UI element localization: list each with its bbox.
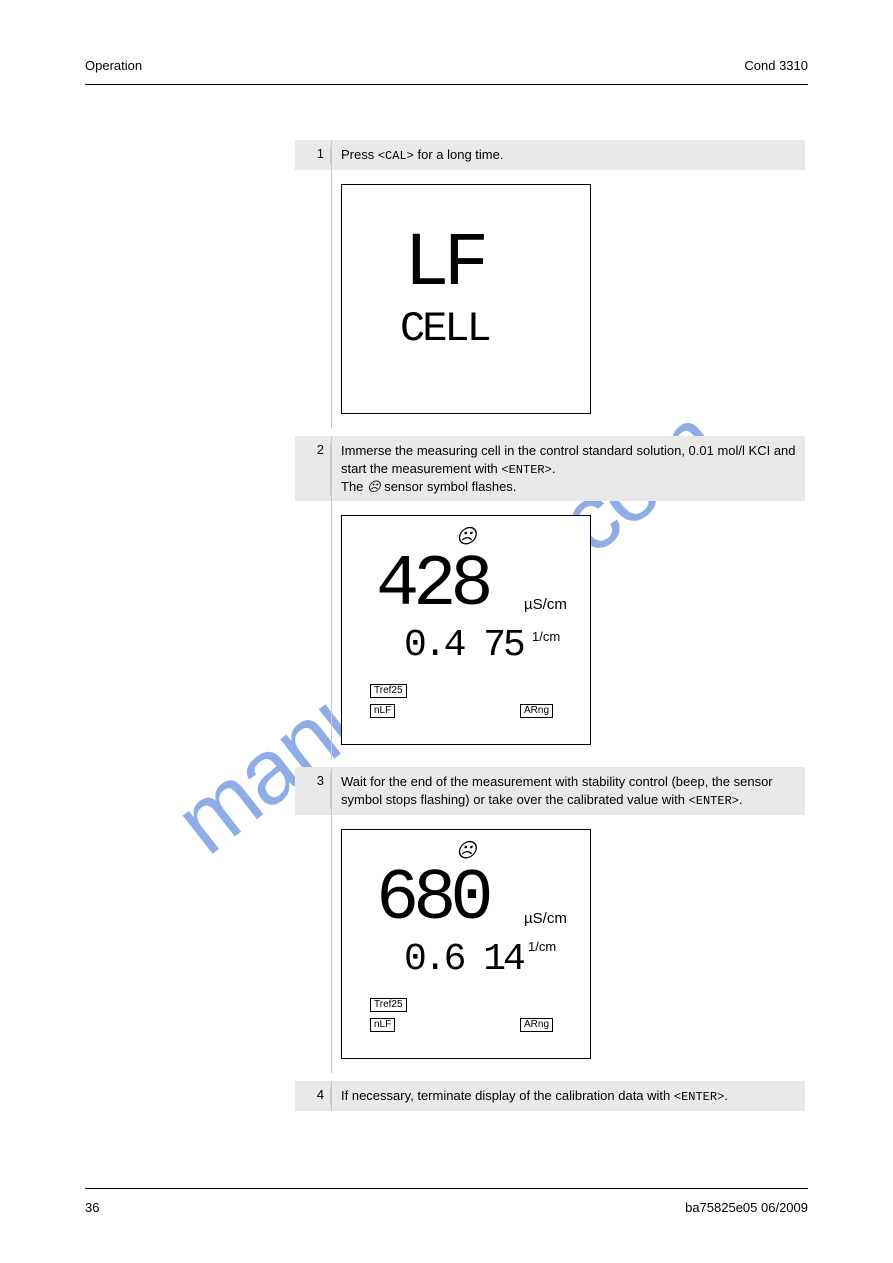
step-header: 4 If necessary, terminate display of the… [295, 1081, 805, 1111]
lcd1-med: CELL [400, 305, 489, 353]
lcd2-med: 0.4 75 [404, 624, 523, 667]
step-vrule [331, 767, 332, 1073]
step-text-fragment: Immerse the measuring cell in the contro… [341, 443, 796, 476]
keypress-cal: <CAL> [378, 149, 414, 163]
lcd1-big: LF [404, 221, 483, 307]
header-right: Cond 3310 [744, 58, 808, 73]
footer-right: ba75825e05 06/2009 [685, 1200, 808, 1215]
page-header: Operation Cond 3310 [85, 58, 808, 73]
keypress-enter: <ENTER> [674, 1090, 724, 1104]
step-text: If necessary, terminate display of the c… [331, 1087, 797, 1105]
step-text-fragment: The [341, 479, 367, 494]
lcd-badge: Tref25 [370, 684, 407, 698]
lcd-display-3: ☹ 680 µS/cm 0.6 14 1/cm Tref25nLFARng [341, 829, 591, 1059]
step-number: 1 [303, 146, 331, 164]
lcd3-unit-med: 1/cm [528, 939, 556, 954]
keypress-enter: <ENTER> [689, 794, 739, 808]
lcd2-big: 428 [376, 544, 488, 626]
footer-rule [85, 1188, 808, 1189]
step-2: 2 Immerse the measuring cell in the cont… [295, 436, 805, 759]
figure-wrap: ☹ 680 µS/cm 0.6 14 1/cm Tref25nLFARng [295, 815, 805, 1073]
step-4: 4 If necessary, terminate display of the… [295, 1081, 805, 1111]
lcd-badge: nLF [370, 704, 395, 718]
lcd-badge: Tref25 [370, 998, 407, 1012]
step-header: 3 Wait for the end of the measurement wi… [295, 767, 805, 815]
page-footer: 36 ba75825e05 06/2009 [85, 1200, 808, 1215]
step-vrule [331, 436, 332, 759]
step-vrule [331, 1081, 332, 1111]
step-text-fragment: for a long time. [414, 147, 504, 162]
step-3: 3 Wait for the end of the measurement wi… [295, 767, 805, 1073]
footer-left: 36 [85, 1200, 99, 1215]
lcd-display-1: LF CELL [341, 184, 591, 414]
lcd3-big: 680 [376, 858, 488, 940]
step-number: 4 [303, 1087, 331, 1105]
lcd-badge: nLF [370, 1018, 395, 1032]
lcd3-med: 0.6 14 [404, 938, 523, 981]
lcd2-unit-big: µS/cm [524, 596, 567, 613]
step-text-fragment: . [739, 792, 743, 807]
step-text-fragment: sensor symbol flashes. [381, 479, 517, 494]
lcd2-unit-med: 1/cm [532, 629, 560, 644]
lcd-display-2: ☹ 428 µS/cm 0.4 75 1/cm Tref25nLFARng [341, 515, 591, 745]
header-left: Operation [85, 58, 142, 73]
lcd3-unit-big: µS/cm [524, 910, 567, 927]
sensor-icon: ☹ [367, 479, 381, 494]
lcd-badge: ARng [520, 1018, 553, 1032]
figure-wrap: ☹ 428 µS/cm 0.4 75 1/cm Tref25nLFARng [295, 501, 805, 759]
keypress-enter: <ENTER> [501, 463, 551, 477]
step-text-fragment: . [552, 461, 556, 476]
step-vrule [331, 140, 332, 428]
step-number: 3 [303, 773, 331, 809]
figure-wrap: LF CELL [295, 170, 805, 428]
step-header: 2 Immerse the measuring cell in the cont… [295, 436, 805, 501]
step-text-fragment: . [724, 1088, 728, 1103]
step-text-fragment: Press [341, 147, 378, 162]
step-text: Wait for the end of the measurement with… [331, 773, 797, 809]
header-rule [85, 84, 808, 85]
step-1: 1 Press <CAL> for a long time. LF CELL [295, 140, 805, 428]
lcd-badge: ARng [520, 704, 553, 718]
step-text: Press <CAL> for a long time. [331, 146, 797, 164]
step-text-fragment: If necessary, terminate display of the c… [341, 1088, 674, 1103]
main-content: 1 Press <CAL> for a long time. LF CELL 2… [295, 140, 805, 1119]
step-text: Immerse the measuring cell in the contro… [331, 442, 797, 495]
step-number: 2 [303, 442, 331, 495]
step-header: 1 Press <CAL> for a long time. [295, 140, 805, 170]
